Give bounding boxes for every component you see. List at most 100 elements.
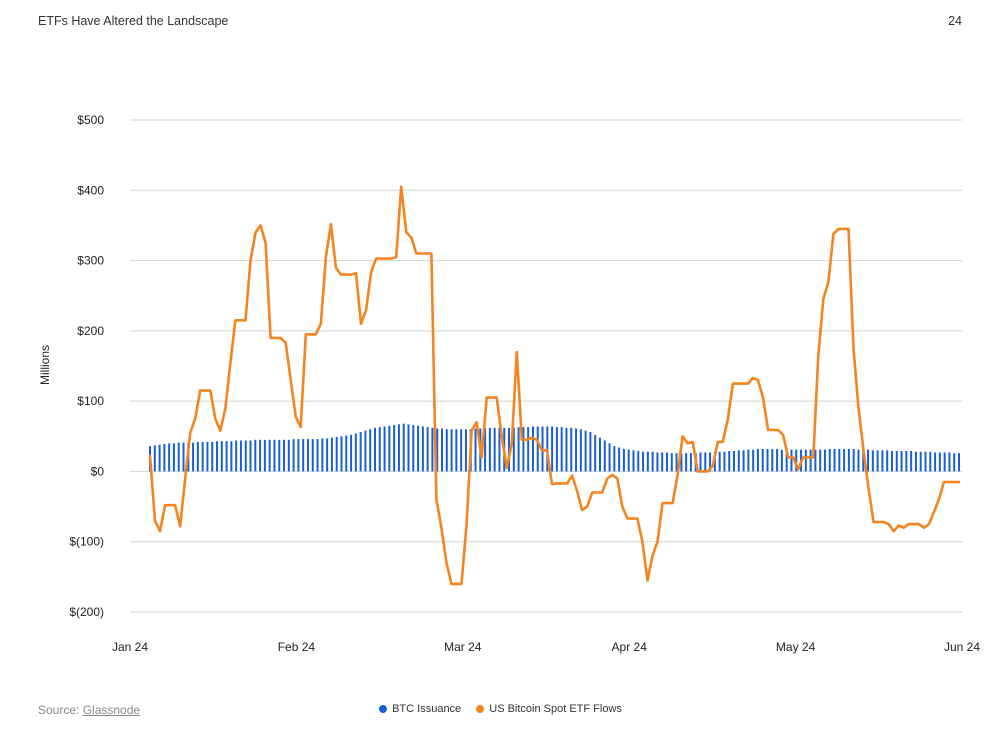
x-tick-label: Jun 24 (944, 640, 980, 654)
x-tick-label: Apr 24 (612, 640, 648, 654)
issuance-bar (575, 428, 578, 472)
issuance-bar (565, 427, 568, 472)
issuance-bar (158, 444, 161, 472)
issuance-bar (910, 451, 913, 472)
issuance-bar (522, 427, 525, 472)
issuance-bar (216, 441, 219, 472)
issuance-bar (354, 433, 357, 472)
issuance-bar (460, 429, 463, 472)
issuance-bar (838, 448, 841, 472)
issuance-bar (785, 449, 788, 472)
issuance-bar (517, 427, 520, 472)
issuance-bar (823, 449, 826, 472)
issuance-bar (273, 439, 276, 472)
issuance-bar (622, 448, 625, 472)
issuance-bar (637, 451, 640, 472)
source-prefix: Source: (38, 703, 83, 717)
source-note: Source: Glassnode (38, 703, 140, 717)
x-axis-ticks: Jan 24 Feb 24 Mar 24 Apr 24 May 24 Jun 24 (112, 640, 980, 654)
issuance-bar (709, 452, 712, 472)
x-tick-label: Jan 24 (112, 640, 148, 654)
issuance-bar (752, 449, 755, 472)
issuance-bar (632, 450, 635, 472)
issuance-bar (790, 449, 793, 472)
issuance-bar (220, 441, 223, 472)
chart-grid (130, 119, 962, 613)
issuance-bar (728, 451, 731, 472)
issuance-bar (244, 440, 247, 472)
issuance-bar (508, 427, 511, 472)
issuance-bar (196, 441, 199, 472)
issuance-bar (804, 449, 807, 472)
issuance-bar (177, 442, 180, 472)
y-tick-label: $200 (77, 324, 104, 338)
issuance-bar (330, 437, 333, 472)
source-link[interactable]: Glassnode (82, 703, 141, 717)
issuance-bar (948, 452, 951, 472)
issuance-bar (598, 437, 601, 472)
issuance-bar (857, 449, 860, 472)
issuance-bar (311, 439, 314, 472)
y-tick-label: $0 (91, 464, 105, 478)
issuance-bar (378, 427, 381, 472)
issuance-bar (723, 451, 726, 472)
issuance-bar (862, 449, 865, 472)
y-tick-label: $(100) (69, 535, 104, 549)
issuance-bar (388, 425, 391, 472)
issuance-bar (886, 450, 889, 472)
issuance-bar (938, 452, 941, 472)
issuance-bar (833, 448, 836, 472)
issuance-bar (905, 451, 908, 472)
y-axis-ticks: $500 $400 $300 $200 $100 $0 $(100) $(200) (69, 113, 104, 619)
issuance-bar (321, 438, 324, 472)
y-tick-label: $100 (77, 394, 104, 408)
issuance-bar (646, 451, 649, 472)
issuance-bar (254, 439, 257, 472)
issuance-bar (594, 434, 597, 472)
issuance-bar (359, 432, 362, 472)
y-tick-label: $(200) (69, 605, 104, 619)
issuance-bar (871, 450, 874, 472)
issuance-bar (268, 439, 271, 472)
issuance-bar (843, 448, 846, 472)
etf-flows-line-layer (148, 185, 961, 586)
issuance-bar (689, 453, 692, 472)
issuance-bar (828, 448, 831, 472)
issuance-bar (450, 429, 453, 472)
issuance-bar (436, 428, 439, 472)
issuance-bar (235, 440, 238, 472)
issuance-bar (685, 453, 688, 472)
issuance-bar (192, 442, 195, 472)
issuance-bar (393, 425, 396, 472)
btc-issuance-swatch-icon (379, 705, 388, 713)
issuance-bar (287, 439, 290, 472)
issuance-bar (153, 445, 156, 472)
issuance-bar (618, 447, 621, 472)
issuance-bar (718, 451, 721, 472)
issuance-bar (608, 443, 611, 472)
issuance-bar (675, 453, 678, 472)
issuance-bar (570, 427, 573, 472)
issuance-bar (488, 427, 491, 472)
issuance-bar (776, 448, 779, 472)
issuance-bar (292, 439, 295, 472)
issuance-bar (603, 440, 606, 472)
y-tick-label: $500 (77, 113, 104, 127)
issuance-bar (172, 443, 175, 472)
x-tick-label: Mar 24 (444, 640, 482, 654)
issuance-bar (704, 452, 707, 472)
etf-flows-swatch-icon (476, 705, 485, 713)
etf-flows-line (148, 185, 961, 586)
issuance-bar (900, 451, 903, 472)
issuance-bar (699, 452, 702, 472)
issuance-bar (560, 427, 563, 472)
issuance-bar (206, 441, 209, 472)
legend-label-etf-flows: US Bitcoin Spot ETF Flows (489, 703, 622, 715)
issuance-bar (163, 444, 166, 472)
y-tick-label: $300 (77, 254, 104, 268)
legend-item-btc-issuance: BTC Issuance (379, 703, 461, 715)
issuance-bar (402, 423, 405, 472)
issuance-bar (498, 427, 501, 472)
issuance-bar (493, 427, 496, 472)
page-title: ETFs Have Altered the Landscape (38, 14, 229, 28)
